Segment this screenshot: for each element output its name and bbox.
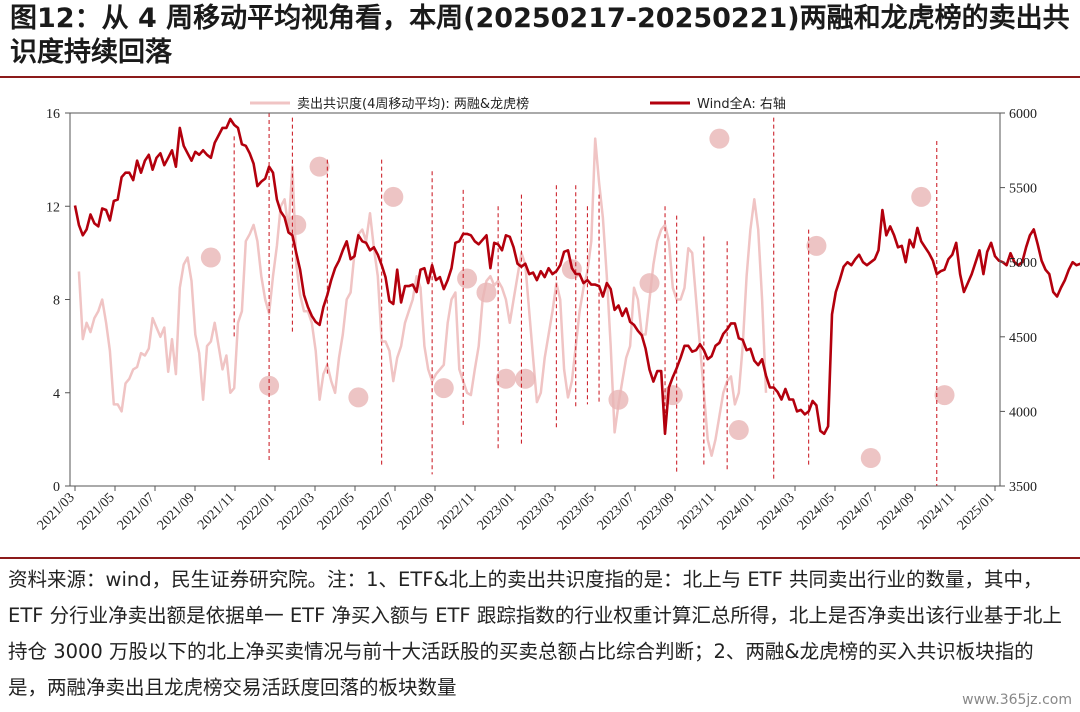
- highlight-point: [860, 448, 881, 469]
- x-axis-tick-label: 2024/11: [915, 490, 958, 533]
- x-axis-tick-label: 2024/05: [795, 490, 838, 533]
- x-axis-tick-label: 2024/07: [835, 490, 878, 533]
- consensus-series-group: [77, 128, 955, 469]
- x-axis-tick-label: 2021/05: [75, 490, 118, 533]
- x-axis-tick-label: 2021/11: [195, 490, 238, 533]
- x-axis-tick-label: 2025/01: [955, 490, 998, 533]
- left-axis-tick-label: 8: [53, 294, 60, 309]
- legend-label-wind: Wind全A: 右轴: [697, 96, 786, 112]
- highlight-point: [309, 156, 330, 177]
- right-axis-tick-label: 4500: [1009, 331, 1037, 346]
- left-axis-tick-label: 0: [53, 480, 60, 495]
- note-divider: [0, 557, 1080, 559]
- title-divider: [0, 76, 1080, 78]
- highlight-point: [286, 214, 307, 235]
- highlight-point: [476, 282, 497, 303]
- legend-label-consensus: 卖出共识度(4周移动平均): 两融&龙虎榜: [297, 96, 529, 112]
- highlight-point: [495, 368, 516, 389]
- x-axis-tick-label: 2023/07: [595, 490, 638, 533]
- highlight-point: [709, 128, 730, 149]
- x-axis-tick-label: 2024/01: [715, 490, 758, 533]
- right-axis-tick-label: 3500: [1009, 480, 1037, 495]
- highlight-point: [259, 375, 280, 396]
- source-note: 资料来源：wind，民生证券研究院。注：1、ETF&北上的卖出共识度指的是：北上…: [8, 568, 1062, 699]
- wind-series-group: [73, 117, 1080, 436]
- highlight-point: [515, 368, 536, 389]
- right-axis-tick-label: 4000: [1009, 405, 1037, 420]
- highlight-point: [608, 389, 629, 410]
- x-axis-tick-label: 2021/03: [35, 490, 78, 533]
- x-axis-tick-label: 2023/03: [515, 490, 558, 533]
- chart-canvas: 04812163500400045005000550060002021/0320…: [35, 96, 1080, 533]
- x-axis-tick-label: 2022/03: [275, 490, 318, 533]
- x-axis-tick-label: 2021/09: [155, 490, 198, 533]
- x-axis-tick-label: 2022/01: [235, 490, 278, 533]
- highlight-point: [806, 235, 827, 256]
- highlight-point: [662, 385, 683, 406]
- right-axis-tick-label: 6000: [1009, 107, 1037, 122]
- left-axis-tick-label: 16: [46, 107, 60, 122]
- plot-frame: [69, 112, 1001, 487]
- x-axis-tick-label: 2023/01: [475, 490, 518, 533]
- watermark: www.365jz.com: [962, 692, 1072, 708]
- right-axis-tick-label: 5000: [1009, 256, 1037, 271]
- left-axis-tick-label: 4: [53, 387, 60, 402]
- x-axis-tick-label: 2022/05: [315, 490, 358, 533]
- left-axis-tick-label: 12: [46, 200, 60, 215]
- x-axis-tick-label: 2024/09: [875, 490, 918, 533]
- highlight-point: [457, 268, 478, 289]
- x-axis-tick-label: 2023/05: [555, 490, 598, 533]
- x-axis-tick-label: 2023/11: [675, 490, 718, 533]
- wind-index-line: [73, 117, 1080, 436]
- x-axis-tick-label: 2022/09: [395, 490, 438, 533]
- highlight-point: [728, 420, 749, 441]
- axes-group: 04812163500400045005000550060002021/0320…: [35, 107, 1037, 533]
- legend: 卖出共识度(4周移动平均): 两融&龙虎榜 Wind全A: 右轴: [250, 96, 786, 112]
- x-axis-tick-label: 2021/07: [115, 490, 158, 533]
- chart-title: 图12：从 4 周移动平均视角看，本周(20250217-20250221)两融…: [10, 3, 1070, 68]
- highlight-point: [934, 385, 955, 406]
- highlight-point: [911, 186, 932, 207]
- highlight-point: [200, 247, 221, 268]
- x-axis-tick-label: 2024/03: [755, 490, 798, 533]
- highlight-point: [639, 273, 660, 294]
- x-axis-tick-label: 2023/09: [635, 490, 678, 533]
- highlight-point: [348, 387, 369, 408]
- event-marker-group: [233, 113, 938, 486]
- x-axis-tick-label: 2022/11: [435, 490, 478, 533]
- highlight-point: [383, 186, 404, 207]
- highlight-point: [433, 378, 454, 399]
- right-axis-tick-label: 5500: [1009, 182, 1037, 197]
- x-axis-tick-label: 2022/07: [355, 490, 398, 533]
